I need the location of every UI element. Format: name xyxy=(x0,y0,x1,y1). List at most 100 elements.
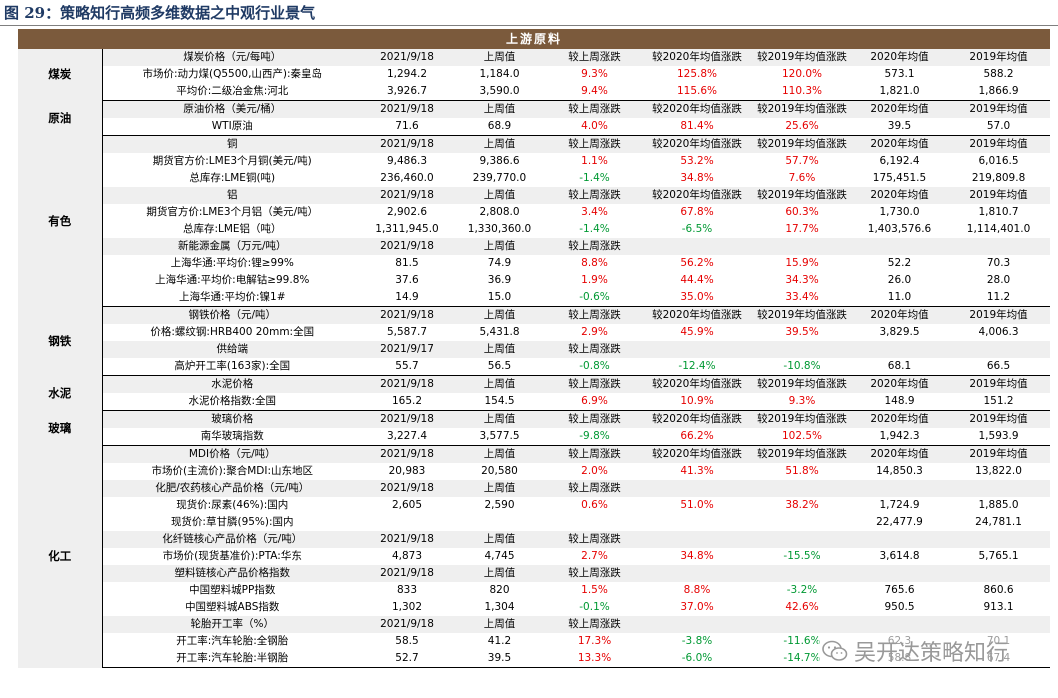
indicator-name: 平均价:二级冶金焦:河北 xyxy=(102,83,362,101)
table-body: 上游原料 煤炭 煤炭价格（元/每吨） 2021/9/18 上周值 较上周涨跌 较2020年… xyxy=(18,29,1051,668)
value-cell: 2021/9/18 xyxy=(362,238,452,255)
value-cell: 239,770.0 xyxy=(472,172,527,184)
value-cell: 上周值 xyxy=(452,480,547,497)
value-cell: 154.5 xyxy=(452,393,547,411)
header-row: 水泥 水泥价格 2021/9/18 上周值 较上周涨跌 较2020年均值涨跌 较2019年均… xyxy=(18,375,1051,411)
value-cell: 20,580 xyxy=(481,465,518,477)
value-cell: 上周值 xyxy=(452,410,547,428)
value-cell: 44.4% xyxy=(680,274,714,286)
value-cell: 67.8% xyxy=(680,206,714,218)
value-cell: 上周值 xyxy=(452,100,547,118)
value-cell: 2,902.6 xyxy=(386,206,428,218)
value-cell: 45.9% xyxy=(680,326,714,338)
value-cell: 10.9% xyxy=(642,393,752,411)
category-cell: 玻璃 xyxy=(18,410,103,446)
value-cell: 68.1 xyxy=(852,358,947,376)
value-cell: 24,781.1 xyxy=(975,516,1022,528)
value-cell: 上周值 xyxy=(452,375,547,393)
value-cell: 2020年均值 xyxy=(852,100,947,118)
value-cell: 2019年均值 xyxy=(947,445,1051,463)
value-cell: 20,983 xyxy=(388,465,426,477)
indicator-name: MDI价格（元/吨） xyxy=(102,445,362,463)
value-cell: 较2020年均值涨跌 xyxy=(642,187,752,204)
value-cell: 573.1 xyxy=(884,68,915,80)
indicator-name: 期货官方价:LME3个月铝（美元/吨） xyxy=(146,206,319,218)
industry-indicator-table: 上游原料 煤炭 煤炭价格（元/每吨） 2021/9/18 上周值 较上周涨跌 较2020年… xyxy=(18,29,1051,668)
value-cell xyxy=(852,531,947,548)
indicator-name: 期货官方价:LME3个月铜(美元/吨) xyxy=(152,155,312,167)
header-row: 化纤链核心产品价格（元/吨） 2021/9/18 上周值 较上周涨跌 xyxy=(18,531,1051,548)
category-cell: 水泥 xyxy=(18,375,103,411)
value-cell: 较2020年均值涨跌 xyxy=(642,445,752,463)
value-cell xyxy=(752,565,852,582)
value-cell xyxy=(947,531,1051,548)
category-cell: 煤炭 xyxy=(18,49,103,101)
header-row: 铝 2021/9/18 上周值 较上周涨跌 较2020年均值涨跌 较2019年均值涨跌 20… xyxy=(18,187,1051,204)
value-cell: 125.8% xyxy=(676,68,718,80)
indicator-name: 上海华通:平均价:锂≥99% xyxy=(170,257,294,269)
value-cell: 较上周涨跌 xyxy=(547,100,642,118)
value-cell: 110.3% xyxy=(752,83,852,101)
value-cell: 1,724.9 xyxy=(879,499,920,511)
value-cell: 较2020年均值涨跌 xyxy=(642,410,752,428)
value-cell: 2020年均值 xyxy=(852,445,947,463)
indicator-name: 原油价格（美元/桶） xyxy=(102,100,362,118)
value-cell: 1,821.0 xyxy=(852,83,947,101)
value-cell: 3,577.5 xyxy=(452,428,547,446)
value-cell xyxy=(852,565,947,582)
value-cell: 3,614.8 xyxy=(879,550,920,562)
value-cell: 165.2 xyxy=(362,393,452,411)
value-cell: 9.3% xyxy=(752,393,852,411)
value-cell: 2021/9/18 xyxy=(362,565,452,582)
value-cell xyxy=(642,341,752,358)
value-cell xyxy=(947,238,1051,255)
value-cell: 833 xyxy=(396,584,418,596)
header-row: 有色铜 2021/9/18 上周值 较上周涨跌 较2020年均值涨跌 较2019年均值涨跌… xyxy=(18,135,1051,307)
value-cell: 2019年均值 xyxy=(947,187,1051,204)
value-cell: 51.8% xyxy=(785,465,819,477)
value-cell: 较2019年均值涨跌 xyxy=(752,306,852,324)
value-cell xyxy=(362,514,452,531)
header-row: 新能源金属（万元/吨） 2021/9/18 上周值 较上周涨跌 xyxy=(18,238,1051,255)
wechat-icon xyxy=(822,640,848,661)
indicator-name: WTI原油 xyxy=(102,118,362,136)
value-cell: 1.1% xyxy=(581,155,608,167)
value-cell: 2019年均值 xyxy=(947,100,1051,118)
value-cell xyxy=(947,341,1051,358)
value-cell: 2.9% xyxy=(581,326,608,338)
value-cell: 148.9 xyxy=(852,393,947,411)
data-row: 南华玻璃指数 3,227.4 3,577.5 -9.8% 66.2% 102.5% 1,94… xyxy=(18,428,1051,446)
value-cell: -6.0% xyxy=(642,650,752,668)
value-cell: 39.5 xyxy=(852,118,947,136)
indicator-name: 水泥价格指数:全国 xyxy=(102,393,362,411)
value-cell: 较上周涨跌 xyxy=(547,445,642,463)
value-cell xyxy=(452,514,547,531)
value-cell: 9.3% xyxy=(581,68,608,80)
indicator-name: 煤炭价格（元/每吨） xyxy=(102,49,362,66)
value-cell: 较上周涨跌 xyxy=(547,410,642,428)
value-cell: 2021/9/18 xyxy=(362,100,452,118)
value-cell: 较上周涨跌 xyxy=(547,375,642,393)
value-cell: 34.3% xyxy=(785,274,819,286)
value-cell: 2021/9/18 xyxy=(362,49,452,66)
value-cell xyxy=(852,238,947,255)
value-cell: 3,227.4 xyxy=(362,428,452,446)
value-cell: 较上周涨跌 xyxy=(547,341,642,358)
value-cell: 219,809.8 xyxy=(971,172,1026,184)
value-cell: -3.2% xyxy=(786,584,818,596)
indicator-name: 南华玻璃指数 xyxy=(102,428,362,446)
value-cell: 66.2% xyxy=(642,428,752,446)
value-cell: 55.7 xyxy=(362,358,452,376)
value-cell: 2019年均值 xyxy=(947,306,1051,324)
indicator-name: 水泥价格 xyxy=(102,375,362,393)
indicator-name: 铜 xyxy=(102,135,362,153)
value-cell: 1,304 xyxy=(484,601,515,613)
value-cell: -0.6% xyxy=(547,289,642,307)
value-cell xyxy=(752,480,852,497)
value-cell xyxy=(547,514,642,531)
value-cell: 38.2% xyxy=(785,499,819,511)
value-cell: 9,486.3 xyxy=(386,155,428,167)
value-cell: 2021/9/18 xyxy=(362,187,452,204)
value-cell: 1,311,945.0 xyxy=(375,223,439,235)
value-cell: 74.9 xyxy=(487,257,512,269)
